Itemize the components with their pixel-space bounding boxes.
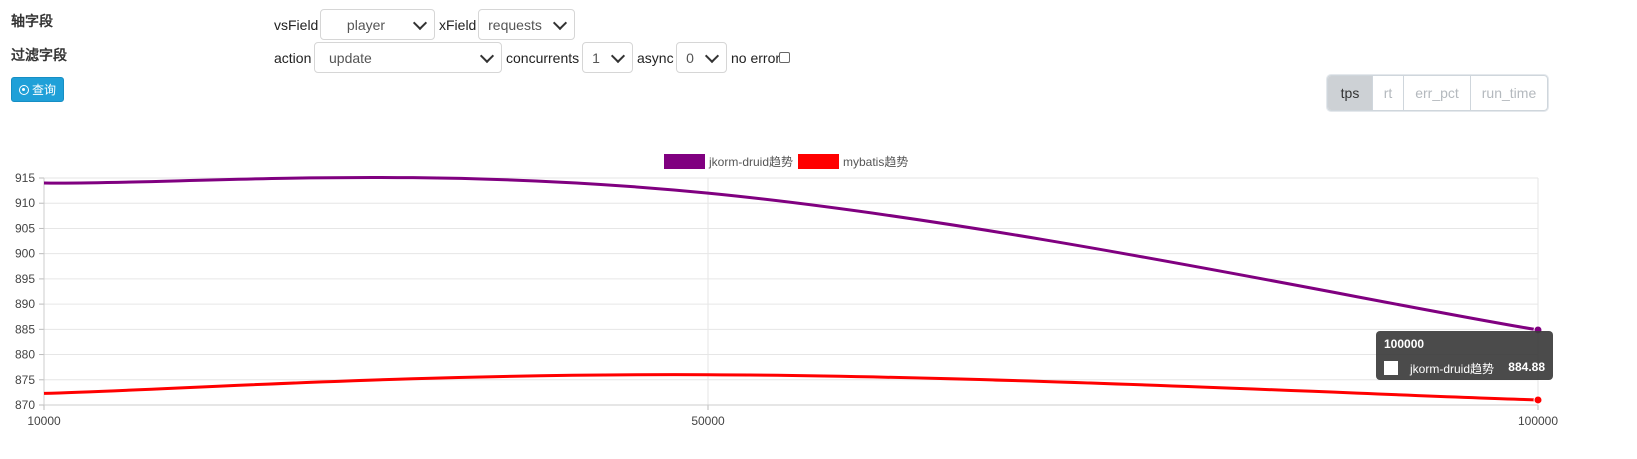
metric-tab-rt[interactable]: rt xyxy=(1372,76,1403,110)
legend-swatch-1[interactable] xyxy=(798,154,839,169)
chevron-down-icon xyxy=(552,15,568,30)
legend-label-1[interactable]: mybatis趋势 xyxy=(843,155,908,169)
query-button[interactable]: 查询 xyxy=(11,77,64,102)
async-select[interactable]: 0 xyxy=(676,42,727,73)
action-label: action xyxy=(274,50,312,66)
metric-tab-err-pct[interactable]: err_pct xyxy=(1403,76,1470,110)
chart-legend[interactable]: jkorm-druid趋势 mybatis趋势 xyxy=(664,154,908,169)
tooltip-swatch xyxy=(1384,361,1398,375)
action-value: update xyxy=(329,49,372,66)
query-button-label: 查询 xyxy=(31,83,56,97)
filter-fields-label: 过滤字段 xyxy=(11,47,67,63)
xfield-value: requests xyxy=(488,16,542,33)
x-axis: 10000 50000 100000 xyxy=(27,404,1558,428)
concurrents-label: concurrents xyxy=(506,50,580,66)
metric-toggle-group: tps rt err_pct run_time xyxy=(1327,75,1548,111)
dot-circle-icon xyxy=(18,84,29,95)
y-tick-label: 895 xyxy=(15,272,35,286)
chart-tooltip: 100000 jkorm-druid趋势 884.88 xyxy=(1376,331,1553,380)
trend-chart: jkorm-druid趋势 mybatis趋势 870 875 880 885 890 89… xyxy=(15,154,1558,428)
action-select[interactable]: update xyxy=(314,42,502,73)
y-tick-label: 915 xyxy=(15,171,35,185)
chart-grid xyxy=(43,177,1539,406)
metric-tab-run-time[interactable]: run_time xyxy=(1470,76,1547,110)
async-value: 0 xyxy=(686,49,694,66)
chart-series xyxy=(43,175,1543,405)
y-axis: 870 875 880 885 890 895 900 905 910 915 xyxy=(15,171,45,412)
async-label: async xyxy=(637,50,674,66)
concurrents-select[interactable]: 1 xyxy=(582,42,633,73)
legend-label-0[interactable]: jkorm-druid趋势 xyxy=(708,155,793,169)
series-line-0 xyxy=(43,175,1539,332)
chevron-down-icon xyxy=(704,48,720,63)
x-tick-label: 10000 xyxy=(27,414,61,428)
metric-tab-tps[interactable]: tps xyxy=(1328,76,1372,110)
y-tick-label: 870 xyxy=(15,398,35,412)
concurrents-value: 1 xyxy=(592,49,600,66)
y-tick-label: 885 xyxy=(15,322,35,336)
y-tick-label: 875 xyxy=(15,373,35,387)
y-tick-label: 880 xyxy=(15,348,35,362)
series-line-1 xyxy=(43,373,1539,402)
x-tick-label: 100000 xyxy=(1518,414,1558,428)
tooltip-value: 884.88 xyxy=(1508,360,1545,374)
y-tick-label: 890 xyxy=(15,297,35,311)
no-error-label: no error xyxy=(731,50,781,66)
chevron-down-icon xyxy=(412,15,428,30)
no-error-checkbox[interactable] xyxy=(779,52,790,63)
xfield-select[interactable]: requests xyxy=(478,9,575,40)
axis-fields-label: 轴字段 xyxy=(11,13,53,29)
chevron-down-icon xyxy=(479,48,495,63)
series-point-1[interactable] xyxy=(1533,395,1543,405)
vsfield-label: vsField xyxy=(274,17,319,33)
xfield-label: xField xyxy=(439,17,477,33)
tooltip-series-name: jkorm-druid趋势 xyxy=(1410,362,1495,376)
y-tick-label: 910 xyxy=(15,196,35,210)
y-tick-label: 905 xyxy=(15,221,35,235)
legend-swatch-0[interactable] xyxy=(664,154,705,169)
vsfield-value: player xyxy=(346,16,386,33)
tooltip-title: 100000 xyxy=(1384,337,1425,351)
chevron-down-icon xyxy=(610,48,626,63)
y-tick-label: 900 xyxy=(15,247,35,261)
vsfield-select[interactable]: player xyxy=(320,9,435,40)
x-tick-label: 50000 xyxy=(691,414,725,428)
